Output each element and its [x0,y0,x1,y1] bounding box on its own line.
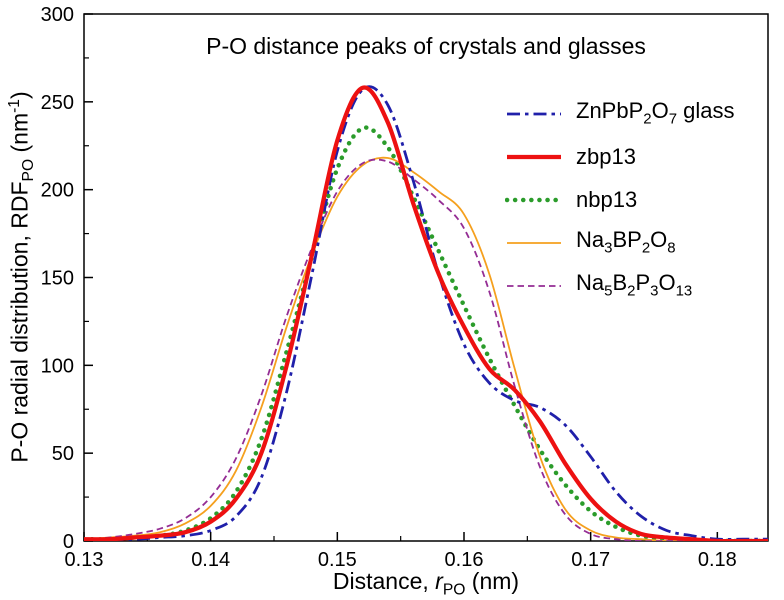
y-label-unit-close: ) [6,91,33,99]
y-tick-label: 0 [63,531,74,553]
chart-title: P-O distance peaks of crystals and glass… [206,33,646,59]
legend-line-znpbp2o7-glass [507,112,561,116]
legend-label-zbp13: zbp13 [576,144,636,169]
legend-line-na5b2p3o13 [507,285,561,287]
y-label-unit-open: (nm [6,112,33,159]
series-znpbp2o7-glass [84,85,768,541]
y-axis-label: P-O radial distribution, RDFPO (nm-1) [6,91,38,462]
series-na5b2p3o13 [84,158,768,541]
y-tick-label: 300 [41,4,74,26]
y-label-subscript: PO [20,158,38,182]
legend-line-na3bp2o8 [507,242,561,244]
y-tick-label: 200 [41,180,74,202]
y-tick-label: 250 [41,92,74,114]
x-tick-label: 0.16 [445,549,484,571]
legend-label-znpbp2o7-glass: ZnPbP2O7 glass [576,98,735,128]
y-label-text: P-O radial distribution, RDF [6,181,33,463]
legend-item-na3bp2o8: Na3BP2O8 [505,226,735,260]
x-label-unit: (nm) [465,568,520,594]
legend-label-na5b2p3o13: Na5B2P3O13 [576,270,693,300]
y-tick-label: 150 [41,268,74,290]
y-label-superscript: -1 [5,98,23,113]
legend-line-zbp13 [507,154,561,160]
x-tick-label: 0.17 [571,549,610,571]
x-tick-label: 0.18 [698,549,737,571]
x-label-variable: r [435,568,443,594]
legend-item-znpbp2o7-glass: ZnPbP2O7 glass [505,97,735,131]
series-zbp13 [84,85,768,541]
chart-legend: ZnPbP2O7 glass zbp13 nbp13 Na3BP2O8 Na5B2P3O… [505,97,735,303]
legend-line-nbp13 [505,197,563,203]
x-label-text: Distance, [332,568,436,594]
series-na3bp2o8 [84,156,768,541]
legend-label-nbp13: nbp13 [576,187,638,212]
legend-item-nbp13: nbp13 [505,183,735,217]
y-tick-label: 100 [41,355,74,377]
legend-item-na5b2p3o13: Na5B2P3O13 [505,269,735,303]
x-label-subscript: PO [442,581,466,599]
legend-label-na3bp2o8: Na3BP2O8 [576,227,676,257]
legend-item-zbp13: zbp13 [505,140,735,174]
x-tick-label: 0.13 [65,549,104,571]
y-tick-label: 50 [52,443,74,465]
x-axis-label: Distance, rPO (nm) [84,568,768,600]
x-tick-label: 0.14 [191,549,230,571]
x-tick-label: 0.15 [318,549,357,571]
